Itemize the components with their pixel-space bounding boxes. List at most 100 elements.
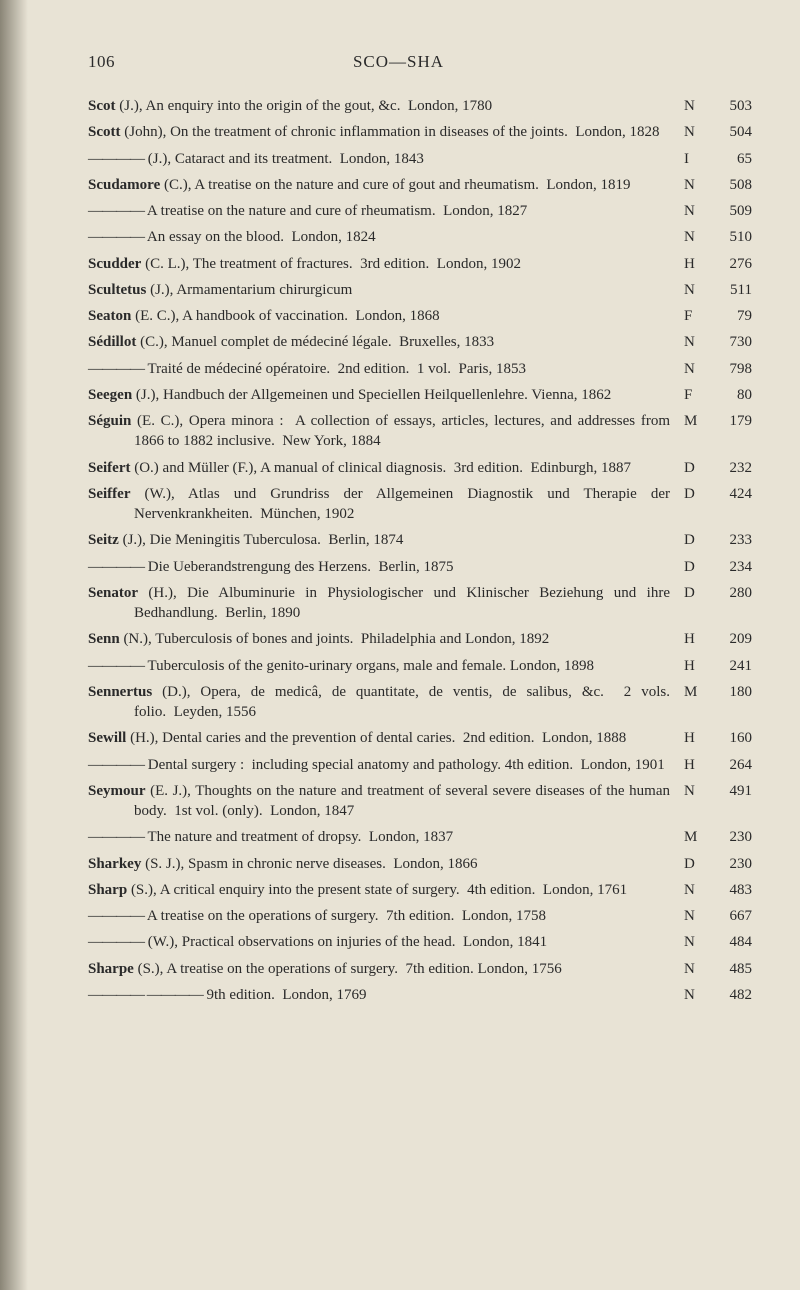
- entry-text: Sharp (S.), A critical enquiry into the …: [88, 880, 684, 900]
- bibliography-entry: ———— Dental surgery : including special …: [88, 755, 752, 775]
- entry-number: 510: [716, 227, 752, 247]
- entry-number: 508: [716, 175, 752, 195]
- entry-text: ———— The nature and treatment of dropsy.…: [88, 827, 684, 847]
- entry-number: 485: [716, 959, 752, 979]
- entry-text: Sewill (H.), Dental caries and the preve…: [88, 728, 684, 748]
- entry-text: Senn (N.), Tuberculosis of bones and joi…: [88, 629, 684, 649]
- entry-text: ———— ———— 9th edition. London, 1769: [88, 985, 684, 1005]
- entry-text: Scudamore (C.), A treatise on the nature…: [88, 175, 684, 195]
- bibliography-entry: Sewill (H.), Dental caries and the preve…: [88, 728, 752, 748]
- entry-text: ———— Dental surgery : including special …: [88, 755, 684, 775]
- entry-number: 504: [716, 122, 752, 142]
- entry-number: 234: [716, 557, 752, 577]
- entry-code: N: [684, 781, 716, 822]
- entry-text: ———— A treatise on the nature and cure o…: [88, 201, 684, 221]
- bibliography-entry: ———— The nature and treatment of dropsy.…: [88, 827, 752, 847]
- entry-text: Sédillot (C.), Manuel complet de médecin…: [88, 332, 684, 352]
- entry-text: ———— Traité de médeciné opératoire. 2nd …: [88, 359, 684, 379]
- bibliography-entries: Scot (J.), An enquiry into the origin of…: [88, 96, 752, 1005]
- entry-number: 484: [716, 932, 752, 952]
- entry-number: 730: [716, 332, 752, 352]
- entry-code: N: [684, 227, 716, 247]
- entry-number: 232: [716, 458, 752, 478]
- bibliography-entry: Scudder (C. L.), The treatment of fractu…: [88, 254, 752, 274]
- bibliography-entry: ———— (W.), Practical observations on inj…: [88, 932, 752, 952]
- entry-number: 230: [716, 827, 752, 847]
- bibliography-entry: Seegen (J.), Handbuch der Allgemeinen un…: [88, 385, 752, 405]
- entry-text: Seiffer (W.), Atlas und Grundriss der Al…: [88, 484, 684, 525]
- entry-number: 65: [716, 149, 752, 169]
- entry-code: N: [684, 906, 716, 926]
- entry-code: N: [684, 959, 716, 979]
- entry-text: ———— (W.), Practical observations on inj…: [88, 932, 684, 952]
- entry-text: ———— A treatise on the operations of sur…: [88, 906, 684, 926]
- entry-code: D: [684, 484, 716, 525]
- entry-text: Seegen (J.), Handbuch der Allgemeinen un…: [88, 385, 684, 405]
- bibliography-entry: ———— Traité de médeciné opératoire. 2nd …: [88, 359, 752, 379]
- entry-code: F: [684, 306, 716, 326]
- entry-text: Scott (John), On the treatment of chroni…: [88, 122, 684, 142]
- entry-number: 509: [716, 201, 752, 221]
- entry-code: N: [684, 96, 716, 116]
- entry-number: 233: [716, 530, 752, 550]
- bibliography-entry: Senator (H.), Die Albuminurie in Physiol…: [88, 583, 752, 624]
- bibliography-entry: ———— An essay on the blood. London, 1824…: [88, 227, 752, 247]
- entry-text: Seymour (E. J.), Thoughts on the nature …: [88, 781, 684, 822]
- entry-code: I: [684, 149, 716, 169]
- bibliography-entry: Seifert (O.) and Müller (F.), A manual o…: [88, 458, 752, 478]
- entry-code: D: [684, 530, 716, 550]
- entry-number: 511: [716, 280, 752, 300]
- entry-code: M: [684, 682, 716, 723]
- entry-text: Sharkey (S. J.), Spasm in chronic nerve …: [88, 854, 684, 874]
- entry-number: 230: [716, 854, 752, 874]
- entry-number: 482: [716, 985, 752, 1005]
- bibliography-entry: Sédillot (C.), Manuel complet de médecin…: [88, 332, 752, 352]
- page-number: 106: [88, 52, 115, 72]
- entry-code: N: [684, 122, 716, 142]
- entry-code: N: [684, 332, 716, 352]
- bibliography-entry: ———— Tuberculosis of the genito-urinary …: [88, 656, 752, 676]
- entry-number: 80: [716, 385, 752, 405]
- entry-number: 241: [716, 656, 752, 676]
- bibliography-entry: Sharp (S.), A critical enquiry into the …: [88, 880, 752, 900]
- bibliography-entry: ———— Die Ueberandstrengung des Herzens. …: [88, 557, 752, 577]
- entry-number: 160: [716, 728, 752, 748]
- entry-code: N: [684, 932, 716, 952]
- entry-text: Scudder (C. L.), The treatment of fractu…: [88, 254, 684, 274]
- bibliography-entry: ———— (J.), Cataract and its treatment. L…: [88, 149, 752, 169]
- entry-number: 179: [716, 411, 752, 452]
- entry-number: 180: [716, 682, 752, 723]
- bibliography-entry: Sharpe (S.), A treatise on the operation…: [88, 959, 752, 979]
- entry-text: Séguin (E. C.), Opera minora : A collect…: [88, 411, 684, 452]
- entry-text: Seaton (E. C.), A handbook of vaccinatio…: [88, 306, 684, 326]
- entry-code: H: [684, 629, 716, 649]
- bibliography-entry: Seitz (J.), Die Meningitis Tuberculosa. …: [88, 530, 752, 550]
- bibliography-entry: Scudamore (C.), A treatise on the nature…: [88, 175, 752, 195]
- bibliography-entry: Séguin (E. C.), Opera minora : A collect…: [88, 411, 752, 452]
- entry-text: ———— Die Ueberandstrengung des Herzens. …: [88, 557, 684, 577]
- entry-text: ———— An essay on the blood. London, 1824: [88, 227, 684, 247]
- entry-code: N: [684, 175, 716, 195]
- bibliography-entry: Scultetus (J.), Armamentarium chirurgicu…: [88, 280, 752, 300]
- bibliography-entry: Scott (John), On the treatment of chroni…: [88, 122, 752, 142]
- entry-number: 667: [716, 906, 752, 926]
- entry-text: Sharpe (S.), A treatise on the operation…: [88, 959, 684, 979]
- entry-number: 209: [716, 629, 752, 649]
- bibliography-entry: ———— A treatise on the nature and cure o…: [88, 201, 752, 221]
- entry-code: D: [684, 854, 716, 874]
- entry-code: N: [684, 359, 716, 379]
- bibliography-entry: ———— ———— 9th edition. London, 1769N482: [88, 985, 752, 1005]
- bibliography-entry: Seaton (E. C.), A handbook of vaccinatio…: [88, 306, 752, 326]
- entry-code: D: [684, 557, 716, 577]
- entry-code: F: [684, 385, 716, 405]
- running-head: SCO—SHA: [115, 52, 682, 72]
- entry-number: 503: [716, 96, 752, 116]
- entry-number: 276: [716, 254, 752, 274]
- entry-number: 483: [716, 880, 752, 900]
- entry-text: ———— Tuberculosis of the genito-urinary …: [88, 656, 684, 676]
- gutter-shadow: [0, 0, 28, 1290]
- entry-code: M: [684, 827, 716, 847]
- entry-number: 798: [716, 359, 752, 379]
- entry-text: Scultetus (J.), Armamentarium chirurgicu…: [88, 280, 684, 300]
- entry-number: 424: [716, 484, 752, 525]
